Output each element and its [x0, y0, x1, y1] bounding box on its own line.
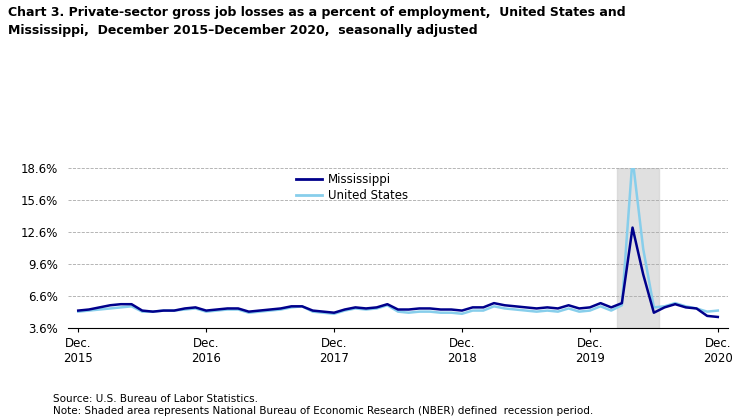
Bar	[617, 168, 659, 328]
Text: Source: U.S. Bureau of Labor Statistics.
Note: Shaded area represents National B: Source: U.S. Bureau of Labor Statistics.…	[53, 394, 593, 416]
Text: Chart 3. Private-sector gross job losses as a percent of employment,  United Sta: Chart 3. Private-sector gross job losses…	[8, 6, 625, 19]
Text: Mississippi,  December 2015–December 2020,  seasonally adjusted: Mississippi, December 2015–December 2020…	[8, 24, 477, 37]
Legend: Mississippi, United States: Mississippi, United States	[291, 168, 412, 207]
